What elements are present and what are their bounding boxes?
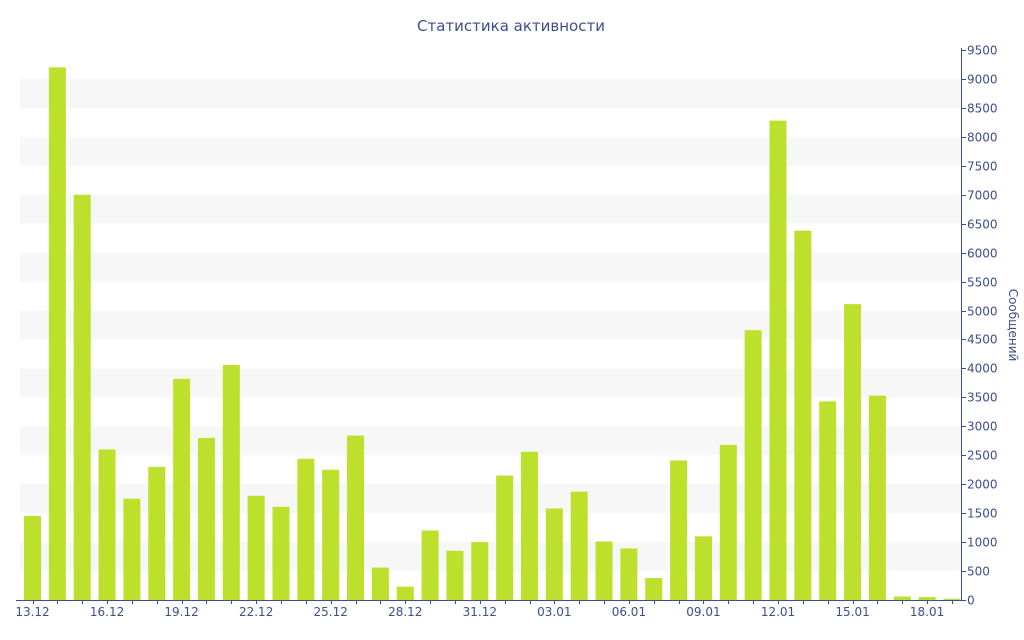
x-tick-label: 12.01 — [761, 605, 795, 619]
bar — [719, 444, 737, 600]
bar — [396, 586, 414, 600]
bar — [471, 542, 489, 600]
bars-group — [24, 67, 961, 601]
bar — [347, 435, 365, 600]
bar — [670, 460, 688, 600]
bar — [297, 458, 315, 600]
bar — [545, 508, 563, 600]
x-tick-label: 19.12 — [164, 605, 198, 619]
bar — [148, 466, 166, 600]
y-tick-label: 9000 — [967, 73, 998, 87]
x-tick-label: 16.12 — [90, 605, 124, 619]
bar — [769, 120, 787, 600]
x-tick-label: 18.01 — [910, 605, 944, 619]
chart-title: Статистика активности — [417, 17, 605, 35]
bar — [868, 395, 886, 600]
bar — [694, 536, 712, 600]
axes-group: 0 500 1000 1500 2000 2500 3000 3500 4000 4500 5000… — [15, 44, 997, 620]
y-tick-label: 2000 — [967, 478, 998, 492]
bar — [744, 330, 762, 600]
y-tick-label: 8500 — [967, 102, 998, 116]
x-tick-label: 25.12 — [314, 605, 348, 619]
bar — [421, 530, 439, 600]
grid-band — [20, 78, 961, 108]
x-tick-label: 28.12 — [388, 605, 422, 619]
bar — [322, 469, 340, 600]
bar — [844, 304, 862, 600]
y-tick-label: 7500 — [967, 160, 998, 174]
y-tick-label: 2500 — [967, 449, 998, 463]
x-tick-label: 13.12 — [15, 605, 49, 619]
bar — [123, 498, 141, 600]
bar — [48, 67, 66, 601]
y-tick-label: 1000 — [967, 536, 998, 550]
bar — [73, 194, 91, 601]
grid-band — [20, 136, 961, 166]
bar — [98, 449, 116, 600]
bar — [222, 364, 240, 600]
y-tick-label: 4500 — [967, 333, 998, 347]
bar — [918, 597, 936, 600]
y-tick-label: 9500 — [967, 44, 998, 58]
bar — [371, 567, 389, 600]
x-tick-label: 03.01 — [537, 605, 571, 619]
bar — [893, 596, 911, 600]
y-tick-label: 5500 — [967, 276, 998, 290]
x-tick-label: 31.12 — [463, 605, 497, 619]
bar — [24, 516, 41, 600]
bar — [247, 495, 265, 600]
grid-band — [20, 368, 961, 398]
bar — [521, 451, 538, 600]
y-tick-label: 500 — [967, 565, 990, 579]
y-tick-label: 5000 — [967, 305, 998, 319]
y-tick-label: 1500 — [967, 507, 998, 521]
y-tick-label: 6000 — [967, 247, 998, 261]
y-tick-label: 6500 — [967, 218, 998, 232]
x-tick-label: 09.01 — [686, 605, 720, 619]
grid-band — [20, 194, 961, 224]
y-tick-label: 4000 — [967, 362, 998, 376]
grid-band — [20, 252, 961, 282]
grid-band — [20, 310, 961, 340]
x-tick-label: 15.01 — [835, 605, 869, 619]
bar — [620, 548, 638, 600]
bar — [645, 578, 663, 600]
y-tick-label: 3000 — [967, 420, 998, 434]
bar — [173, 378, 191, 600]
x-tick-label: 06.01 — [612, 605, 646, 619]
x-tick-label: 22.12 — [239, 605, 273, 619]
bar — [595, 541, 613, 600]
bar — [496, 475, 514, 600]
bar — [197, 437, 215, 600]
y-tick-label: 0 — [967, 594, 975, 608]
bar — [446, 550, 464, 600]
bar — [794, 230, 812, 600]
bar — [272, 506, 290, 600]
bar — [943, 598, 961, 600]
bar — [819, 401, 837, 600]
y-tick-label: 3500 — [967, 391, 998, 405]
bar — [570, 491, 588, 600]
y-tick-label: 8000 — [967, 131, 998, 145]
y-tick-label: 7000 — [967, 189, 998, 203]
y-axis-label: Сообщений — [1006, 289, 1020, 362]
